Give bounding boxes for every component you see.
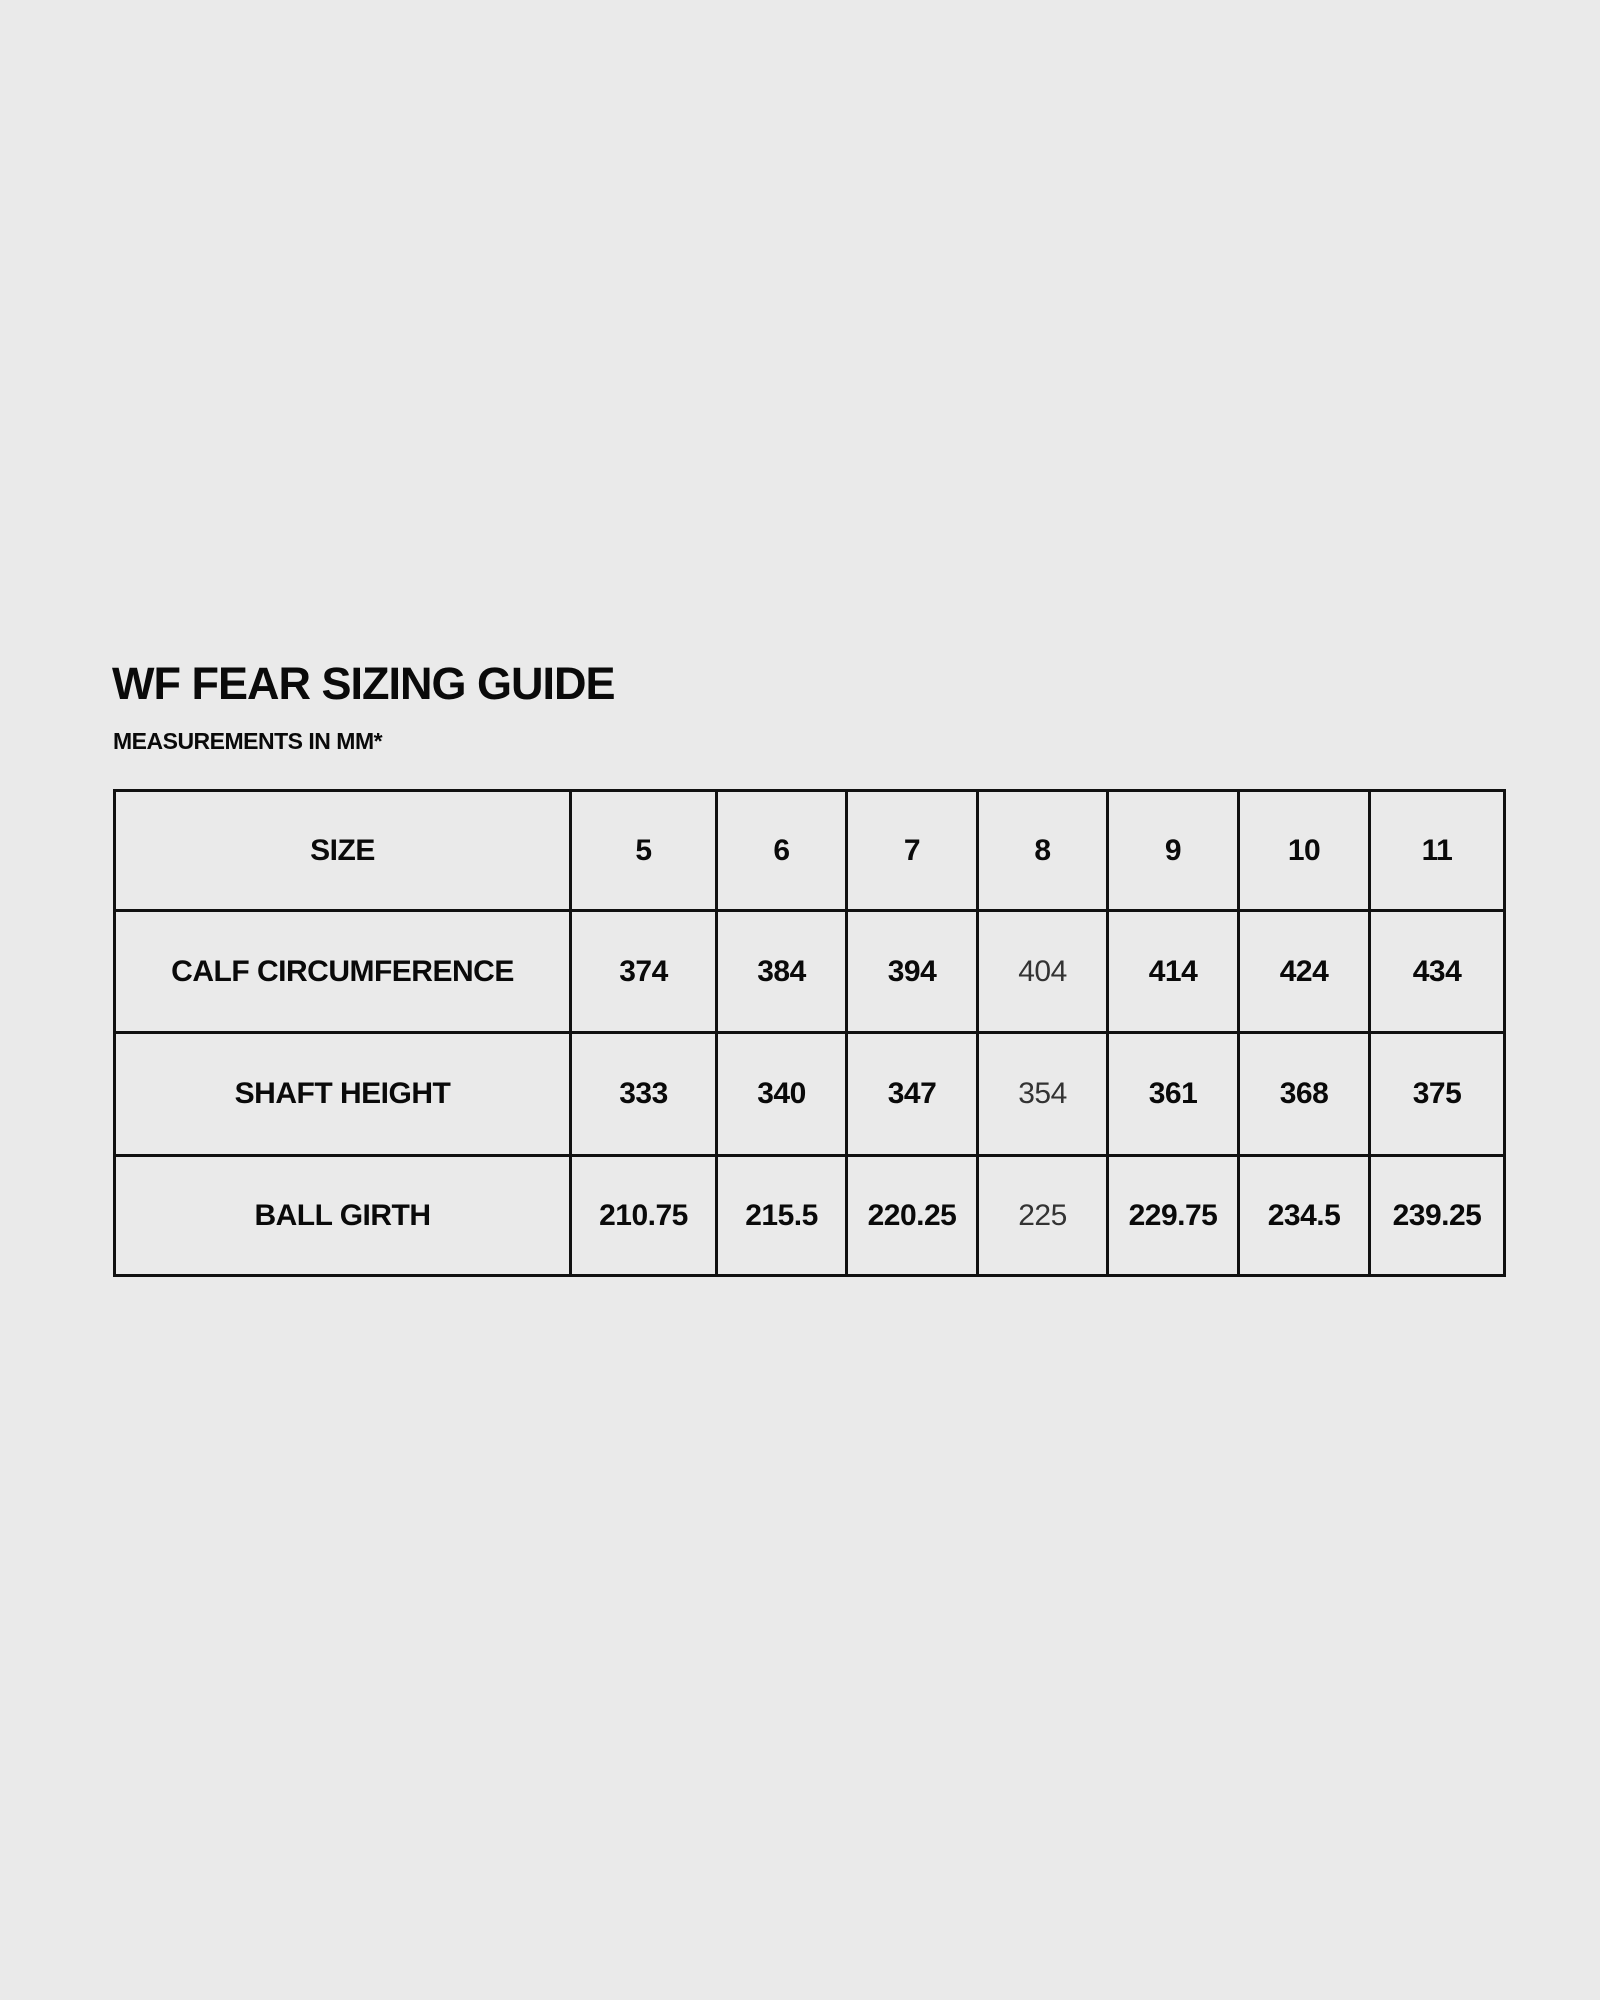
row-label: BALL GIRTH	[113, 1154, 572, 1277]
table-row: BALL GIRTH 210.75 215.5 220.25 225 229.75 234.…	[113, 1154, 1506, 1277]
measurement-cell: 374	[569, 909, 718, 1034]
measurement-cell: 375	[1368, 1031, 1506, 1157]
size-header-cell: 9	[1106, 789, 1240, 912]
measurement-cell: 424	[1237, 909, 1371, 1034]
size-header-cell: 7	[845, 789, 979, 912]
table-row: CALF CIRCUMFERENCE 374 384 394 404 414 424 434	[113, 909, 1506, 1034]
page-title: WF FEAR SIZING GUIDE	[112, 658, 615, 709]
measurement-cell: 220.25	[845, 1154, 979, 1277]
size-header-cell: 8	[976, 789, 1109, 912]
measurement-cell: 414	[1106, 909, 1240, 1034]
table-header-row: SIZE 5 6 7 8 9 10 11	[113, 789, 1506, 912]
measurement-cell: 404	[976, 909, 1109, 1034]
size-header-cell: 10	[1237, 789, 1371, 912]
measurement-cell: 239.25	[1368, 1154, 1506, 1277]
measurement-cell: 340	[715, 1031, 848, 1157]
measurement-cell: 347	[845, 1031, 979, 1157]
measurement-cell: 225	[976, 1154, 1109, 1277]
size-header-cell: 6	[715, 789, 848, 912]
measurement-cell: 229.75	[1106, 1154, 1240, 1277]
measurement-cell: 210.75	[569, 1154, 718, 1277]
measurement-cell: 354	[976, 1031, 1109, 1157]
measurement-cell: 368	[1237, 1031, 1371, 1157]
measurement-cell: 234.5	[1237, 1154, 1371, 1277]
measurement-cell: 384	[715, 909, 848, 1034]
row-label: CALF CIRCUMFERENCE	[113, 909, 572, 1034]
size-header-cell: 5	[569, 789, 718, 912]
page-subtitle: MEASUREMENTS IN MM*	[113, 728, 383, 754]
row-label: SHAFT HEIGHT	[113, 1031, 572, 1157]
sizing-table: SIZE 5 6 7 8 9 10 11 CALF CIRCUMFERENCE 374 384 394…	[113, 789, 1506, 1277]
measurement-cell: 434	[1368, 909, 1506, 1034]
row-label: SIZE	[113, 789, 572, 912]
measurement-cell: 361	[1106, 1031, 1240, 1157]
size-header-cell: 11	[1368, 789, 1506, 912]
measurement-cell: 215.5	[715, 1154, 848, 1277]
measurement-cell: 333	[569, 1031, 718, 1157]
table-row: SHAFT HEIGHT 333 340 347 354 361 368 375	[113, 1031, 1506, 1157]
measurement-cell: 394	[845, 909, 979, 1034]
